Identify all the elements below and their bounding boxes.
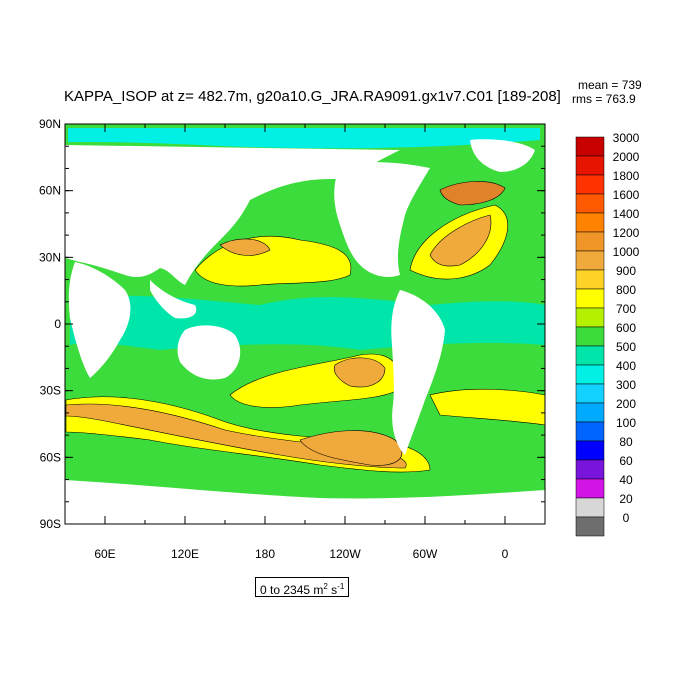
colorbar-label: 300 (616, 378, 636, 392)
map-title: KAPPA_ISOP at z= 482.7m, g20a10.G_JRA.RA… (64, 88, 561, 105)
colorbar: 3000200018001600140012001000900800700600… (575, 131, 640, 537)
x-tick-label: 120W (329, 547, 361, 561)
land-mask (65, 139, 545, 524)
x-tick-label: 180 (255, 547, 275, 561)
colorbar-swatch (575, 155, 605, 176)
landmass-eurasia (65, 145, 400, 285)
north-atlantic-core (429, 214, 492, 267)
colorbar-swatch (575, 288, 605, 309)
colorbar-label: 700 (616, 302, 636, 316)
mean-stat: mean = 739 (578, 78, 642, 92)
colorbar-label: 80 (619, 435, 633, 449)
landmass-south-america (391, 290, 445, 455)
landmass-antarctica (65, 480, 545, 524)
x-tick-label: 0 (502, 547, 509, 561)
colorbar-swatch (575, 136, 605, 157)
colorbar-swatch (575, 212, 605, 233)
colorbar-swatch (575, 307, 605, 328)
y-tick-label: 30N (39, 250, 61, 264)
data-range-label: 0 to 2345 m2 s-1 (255, 577, 350, 597)
colorbar-label: 20 (619, 492, 633, 506)
map-field (65, 124, 545, 524)
y-tick-label: 60S (40, 450, 61, 464)
colorbar-swatch (575, 174, 605, 195)
y-tick-label: 90S (40, 517, 61, 531)
colorbar-swatch (575, 440, 605, 461)
x-tick-label: 120E (171, 547, 199, 561)
south-atlantic-band (429, 388, 545, 426)
colorbar-label: 1200 (613, 226, 640, 240)
range-text: 0 to 2345 m (260, 583, 324, 597)
range-unit-mid: s (327, 583, 338, 597)
colorbar-label: 900 (616, 264, 636, 278)
colorbar-label: 1800 (613, 169, 640, 183)
colorbar-label: 100 (616, 416, 636, 430)
range-unit-exponent-1: 2 (323, 582, 328, 591)
equatorial-band (70, 295, 545, 350)
colorbar-label: 60 (619, 454, 633, 468)
colorbar-swatch (575, 383, 605, 404)
colorbar-swatch (575, 250, 605, 271)
colorbar-label: 500 (616, 340, 636, 354)
colorbar-label: 2000 (613, 150, 640, 164)
range-unit-exponent-2: -1 (337, 582, 345, 591)
colorbar-swatch (575, 231, 605, 252)
south-pacific-core (333, 357, 386, 388)
colorbar-swatch (575, 497, 605, 518)
y-tick-label: 30S (40, 384, 61, 398)
landmass-indonesia (150, 280, 197, 319)
x-tick-label: 60E (94, 547, 115, 561)
colorbar-swatch (575, 269, 605, 290)
landmass-north-america (334, 162, 430, 277)
colorbar-label: 3000 (613, 131, 640, 145)
colorbar-label: 0 (623, 511, 630, 525)
y-tick-label: 0 (54, 317, 61, 331)
colorbar-label: 40 (619, 473, 633, 487)
colorbar-swatch (575, 421, 605, 442)
colorbar-swatch (575, 516, 605, 537)
colorbar-label: 800 (616, 283, 636, 297)
arctic-ocean-region (68, 128, 540, 149)
rms-stat: rms = 763.9 (572, 92, 636, 106)
landmass-australia (177, 325, 241, 380)
colorbar-swatch (575, 402, 605, 423)
y-tick-label: 90N (39, 117, 61, 131)
colorbar-label: 1600 (613, 188, 640, 202)
landmass-africa (68, 262, 131, 378)
colorbar-swatch (575, 345, 605, 366)
gulf-stream-core (439, 181, 506, 206)
colorbar-swatch (575, 478, 605, 499)
y-axis: 90N 60N 30N 0 30S 60S 90S (39, 117, 545, 531)
y-tick-label: 60N (39, 184, 61, 198)
colorbar-label: 400 (616, 359, 636, 373)
colorbar-label: 1000 (613, 245, 640, 259)
colorbar-label: 600 (616, 321, 636, 335)
landmass-greenland (470, 139, 535, 172)
x-tick-label: 60W (413, 547, 438, 561)
colorbar-swatch (575, 326, 605, 347)
colorbar-swatch (575, 364, 605, 385)
colorbar-label: 200 (616, 397, 636, 411)
x-axis: 60E 120E 180 120W 60W 0 (64, 124, 546, 561)
colorbar-swatch (575, 193, 605, 214)
colorbar-label: 1400 (613, 207, 640, 221)
north-pacific-core (219, 238, 271, 256)
pacific-sector-core (299, 430, 403, 466)
colorbar-swatch (575, 459, 605, 480)
